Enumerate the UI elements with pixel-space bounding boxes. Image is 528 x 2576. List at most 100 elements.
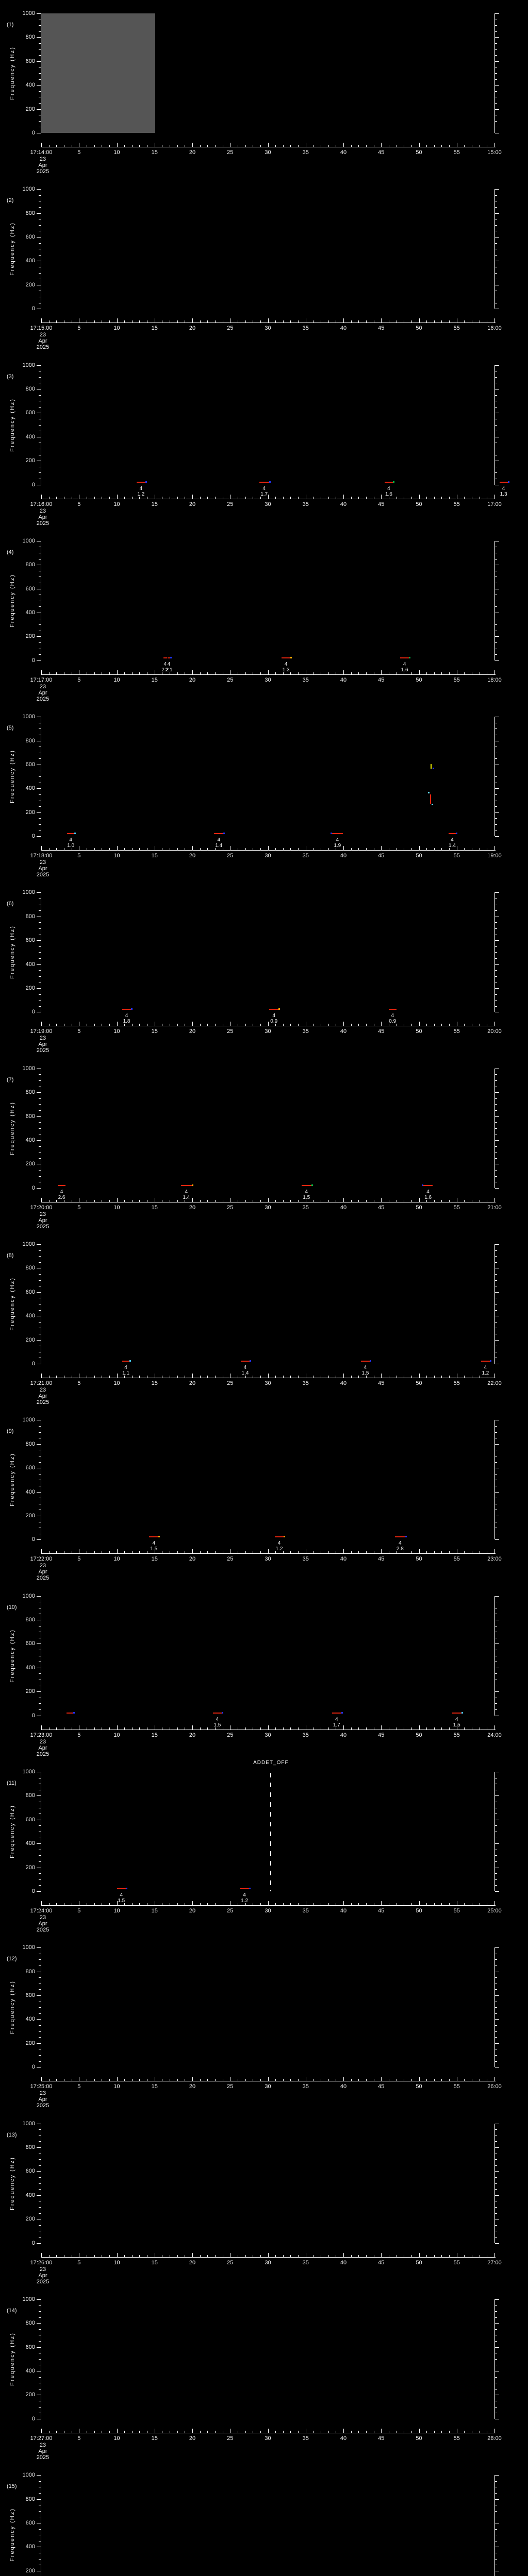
y-minor-tick (495, 1122, 497, 1123)
y-tick-label: 0 (31, 1361, 35, 1367)
x-minor-tick (260, 1903, 261, 1905)
event-glyph-vline (431, 764, 432, 769)
y-minor-tick (39, 2159, 41, 2160)
x-major-tick (343, 318, 344, 323)
x-minor-tick (207, 1024, 208, 1026)
y-minor-tick (39, 79, 41, 80)
x-minor-tick (358, 1551, 359, 1554)
x-tick-label: 45 (378, 676, 385, 683)
x-tick-label: 30 (265, 1907, 271, 1914)
x-minor-tick (366, 1024, 367, 1026)
y-minor-tick (495, 2159, 497, 2160)
event-marker-id-label: 4 (125, 1013, 128, 1019)
x-major-tick (343, 846, 344, 851)
y-major-tick (495, 1995, 499, 1996)
y-minor-tick (39, 1426, 41, 1427)
x-minor-tick (109, 1727, 110, 1730)
y-minor-tick (495, 2129, 497, 2130)
y-minor-tick (39, 1262, 41, 1263)
y-tick-label: 400 (25, 2192, 35, 2198)
x-minor-tick (275, 1199, 276, 1202)
x-major-tick (192, 1725, 193, 1730)
x-minor-tick (207, 2079, 208, 2081)
x-minor-tick (131, 848, 133, 851)
x-tick-label: 5 (77, 1907, 81, 1914)
event-marker-dot (158, 1536, 160, 1538)
y-minor-tick (495, 1006, 497, 1007)
x-minor-tick (351, 145, 352, 147)
x-major-tick (192, 2428, 193, 2433)
y-minor-tick (495, 377, 497, 378)
x-start-time-label: 17:25:00 (30, 2083, 53, 2090)
y-major-tick (37, 2323, 41, 2324)
x-minor-tick (48, 1199, 50, 1202)
y-minor-tick (495, 1959, 497, 1960)
x-major-tick (117, 494, 118, 499)
y-minor-tick (495, 2359, 497, 2360)
x-minor-tick (139, 2430, 140, 2433)
y-major-tick (495, 189, 499, 190)
x-tick-label: 25 (227, 2435, 234, 2442)
x-minor-tick (411, 1024, 412, 1026)
event-marker-dot (456, 833, 458, 835)
y-minor-tick (39, 1006, 41, 1007)
x-minor-tick (56, 1199, 57, 1202)
y-axis-title: Frequency (Hz) (9, 1629, 15, 1683)
event-marker-value-label: 1.5 (150, 1546, 158, 1552)
panel-number-label: (8) (7, 1252, 14, 1259)
x-tick-label: 40 (340, 2435, 347, 2442)
y-major-tick (495, 13, 499, 14)
y-minor-tick (495, 2317, 497, 2318)
y-minor-tick (39, 818, 41, 819)
x-start-time-label: 17:16:00 (30, 501, 53, 507)
x-minor-tick (366, 2079, 367, 2081)
x-minor-tick (358, 1199, 359, 1202)
x-minor-tick (200, 672, 201, 674)
x-major-tick (117, 1901, 118, 1905)
y-tick-label: 1000 (22, 2120, 35, 2127)
y-major-tick (37, 1140, 41, 1141)
y-axis-right-spine (494, 717, 495, 837)
y-minor-tick (39, 1176, 41, 1177)
event-marker-dot (249, 1887, 251, 1889)
y-major-tick (37, 812, 41, 813)
x-major-tick (419, 846, 420, 851)
x-major-tick (343, 1197, 344, 1202)
event-marker-duration-line (332, 833, 343, 835)
y-tick-label: 800 (25, 562, 35, 568)
x-tick-label: 40 (340, 853, 347, 859)
x-minor-tick (177, 848, 178, 851)
y-tick-label: 200 (25, 1864, 35, 1871)
y-major-tick (495, 988, 499, 989)
y-minor-tick (39, 624, 41, 625)
x-minor-tick (56, 672, 57, 674)
y-minor-tick (39, 91, 41, 92)
x-minor-tick (214, 1024, 216, 1026)
x-tick-label: 50 (416, 2259, 422, 2266)
x-major-tick (192, 2252, 193, 2257)
event-marker-value-label: 0.9 (270, 1019, 278, 1025)
x-minor-tick (411, 320, 412, 323)
y-minor-tick (39, 1250, 41, 1251)
y-minor-tick (39, 1473, 41, 1475)
y-minor-tick (495, 558, 497, 560)
x-major-tick (117, 318, 118, 323)
x-minor-tick (214, 496, 216, 499)
y-minor-tick (39, 2359, 41, 2360)
date-line: Apr (38, 1744, 47, 1751)
y-major-tick (37, 2243, 41, 2244)
y-minor-tick (495, 1176, 497, 1177)
y-tick-label: 200 (25, 2392, 35, 2398)
date-line: Apr (38, 2272, 47, 2279)
panel-number-label: (5) (7, 725, 14, 732)
x-tick-label: 45 (378, 1907, 385, 1914)
y-major-tick (495, 836, 499, 837)
x-tick-label: 25 (227, 325, 234, 332)
y-axis-title: Frequency (Hz) (9, 1277, 15, 1331)
x-major-tick (381, 1901, 382, 1905)
event-marker-value-label: 1.3 (500, 491, 507, 497)
x-minor-tick (298, 1727, 299, 1730)
x-minor-tick (328, 1376, 329, 1378)
x-minor-tick (441, 1903, 442, 1905)
y-major-tick (37, 636, 41, 637)
